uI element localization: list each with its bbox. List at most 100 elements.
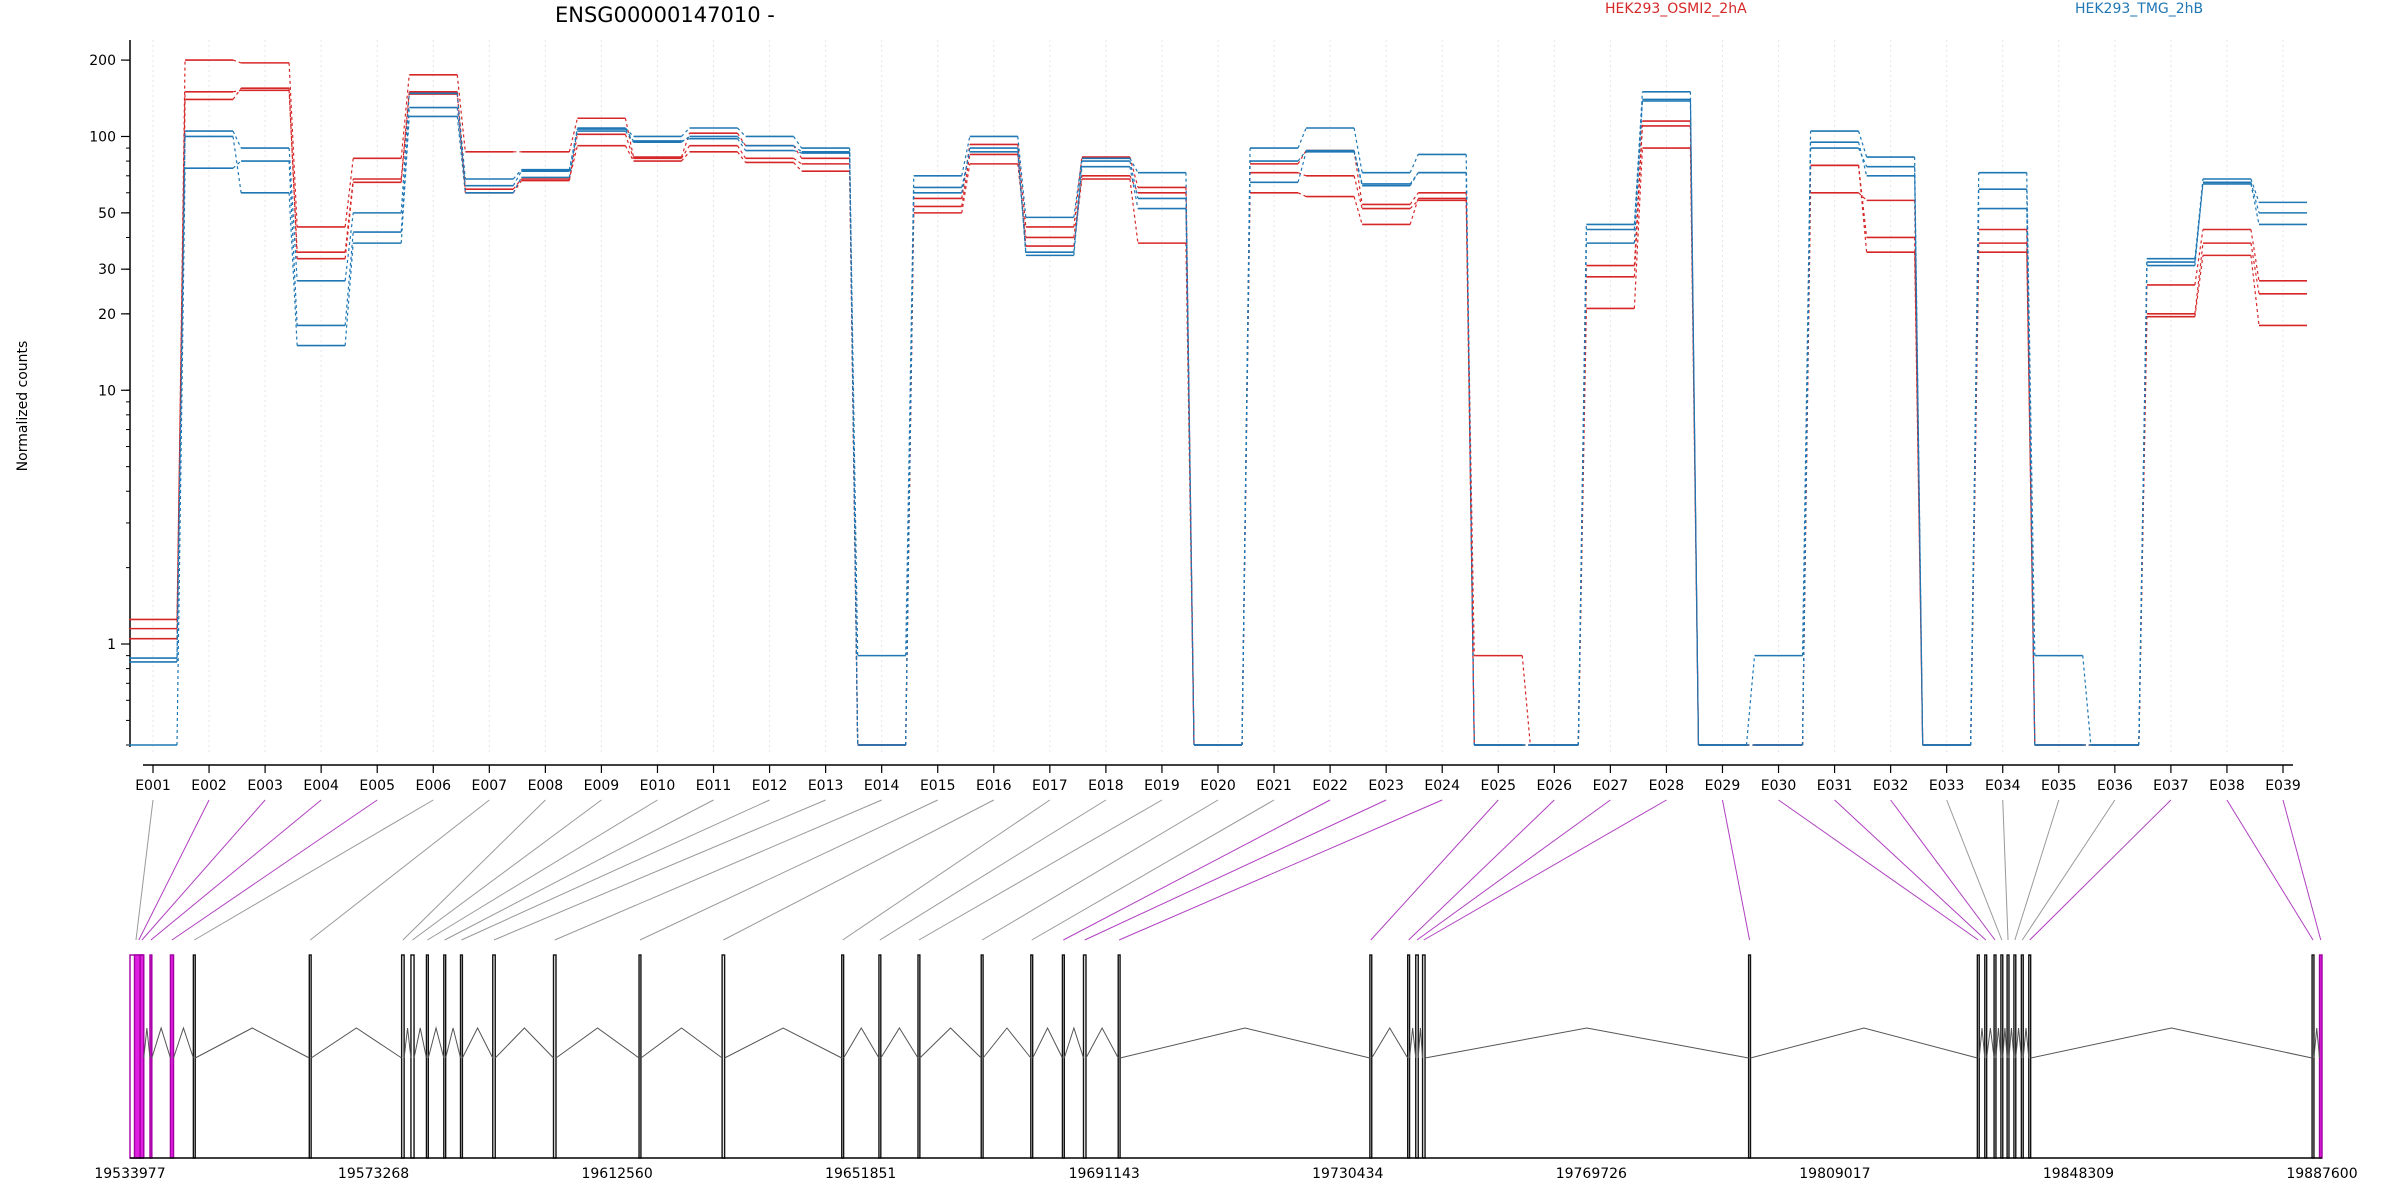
exon-label: E036 — [2097, 778, 2133, 794]
series-link — [1858, 147, 1868, 167]
series-link — [624, 127, 634, 137]
exon-label: E028 — [1649, 778, 1685, 794]
exon-box — [400, 954, 405, 1159]
intron-chevron — [640, 1027, 723, 1059]
series-link — [1297, 151, 1307, 183]
series-link — [1857, 165, 1868, 238]
series-link — [1297, 192, 1307, 198]
exon-connector — [1778, 799, 1979, 941]
series-link — [400, 93, 410, 213]
series-link — [1241, 161, 1251, 746]
y-tick-label: 20 — [98, 307, 116, 323]
genomic-coordinate-label: 19533977 — [94, 1166, 165, 1182]
series-link — [400, 74, 410, 159]
y-axis-label: Normalized counts — [15, 341, 31, 472]
exon-label: E034 — [1985, 778, 2021, 794]
series-layer — [129, 59, 2307, 746]
series-link — [232, 160, 242, 169]
exon-connector — [493, 799, 826, 941]
series-link — [512, 178, 522, 190]
series-link — [568, 128, 579, 178]
y-tick-label: 100 — [89, 129, 116, 145]
exon-label: E001 — [135, 778, 171, 794]
series-link — [456, 74, 466, 152]
series-link — [961, 136, 971, 176]
exon-box — [492, 954, 496, 1159]
exon-connector — [1834, 799, 1987, 941]
series-link — [1241, 182, 1251, 746]
series-link — [624, 128, 634, 142]
exon-label: E007 — [472, 778, 508, 794]
exon-box — [1061, 954, 1065, 1159]
genomic-coordinate-label: 19848309 — [2043, 1166, 2114, 1182]
exon-connector — [309, 799, 490, 941]
series-link — [1914, 175, 1924, 746]
series-link — [2250, 178, 2260, 203]
exon-label: E012 — [752, 778, 788, 794]
exon-connector — [879, 799, 1107, 941]
series-link — [681, 151, 690, 162]
exon-connector — [1890, 799, 1996, 941]
series-link — [961, 154, 971, 207]
exon-box — [192, 954, 196, 1159]
intron-chevron — [1995, 1027, 2002, 1059]
series-link — [1017, 144, 1027, 228]
exon-connector — [171, 799, 378, 941]
exon-box — [638, 954, 642, 1159]
exon-connector — [2282, 799, 2322, 941]
series-link — [232, 59, 242, 64]
genomic-coordinate-label: 19769726 — [1556, 1166, 1627, 1182]
genomic-coordinate-label: 19573268 — [338, 1166, 409, 1182]
series-link — [1073, 166, 1083, 256]
series-link — [2082, 655, 2092, 746]
series-link — [1073, 178, 1083, 247]
intron-chevron — [724, 1027, 842, 1059]
series-link — [2250, 243, 2260, 294]
y-tick-label: 30 — [98, 262, 116, 278]
exon-label: E002 — [191, 778, 227, 794]
exon-label: E013 — [808, 778, 844, 794]
exon-label: E035 — [2041, 778, 2077, 794]
series-link — [737, 132, 747, 146]
exon-label: E009 — [584, 778, 620, 794]
exon-label: E008 — [528, 778, 564, 794]
series-link — [1465, 172, 1475, 746]
series-link — [2138, 316, 2148, 746]
exon-connector — [842, 799, 1051, 941]
series-link — [176, 168, 186, 746]
series-link — [232, 130, 242, 149]
series-link — [1129, 166, 1139, 209]
series-link — [2194, 183, 2204, 263]
series-link — [1857, 141, 1868, 176]
series-link — [1858, 130, 1868, 158]
exon-label: E029 — [1705, 778, 1741, 794]
series-link — [1633, 148, 1644, 309]
genomic-coordinate-label: 19809017 — [1799, 1166, 1870, 1182]
series-link — [232, 89, 242, 93]
series-link — [344, 232, 354, 326]
intron-chevron — [1063, 1026, 1084, 1059]
intron-chevron — [2002, 1027, 2008, 1059]
series-link — [288, 192, 298, 346]
exon-label: E020 — [1200, 778, 1236, 794]
exon-box — [308, 954, 312, 1159]
series-link — [1409, 198, 1419, 225]
intron-chevron — [194, 1027, 310, 1059]
exon-label: E032 — [1873, 778, 1909, 794]
series-link — [232, 87, 242, 100]
series-link — [1129, 178, 1139, 244]
exon-label: E038 — [2209, 778, 2245, 794]
exon-connector — [2021, 799, 2116, 941]
exon-box — [917, 954, 921, 1159]
exon-box — [1082, 954, 1087, 1159]
series-link — [456, 93, 466, 180]
series-link — [1745, 655, 1756, 746]
legend-entry-osmi2: HEK293_OSMI2_2hA — [1605, 1, 1747, 17]
series-link — [2250, 182, 2260, 214]
exon-box — [980, 954, 984, 1159]
exon-box — [721, 954, 726, 1159]
series-link — [905, 192, 915, 746]
exon-box — [1369, 954, 1373, 1159]
series-link — [1633, 125, 1644, 277]
series-link — [232, 136, 242, 193]
